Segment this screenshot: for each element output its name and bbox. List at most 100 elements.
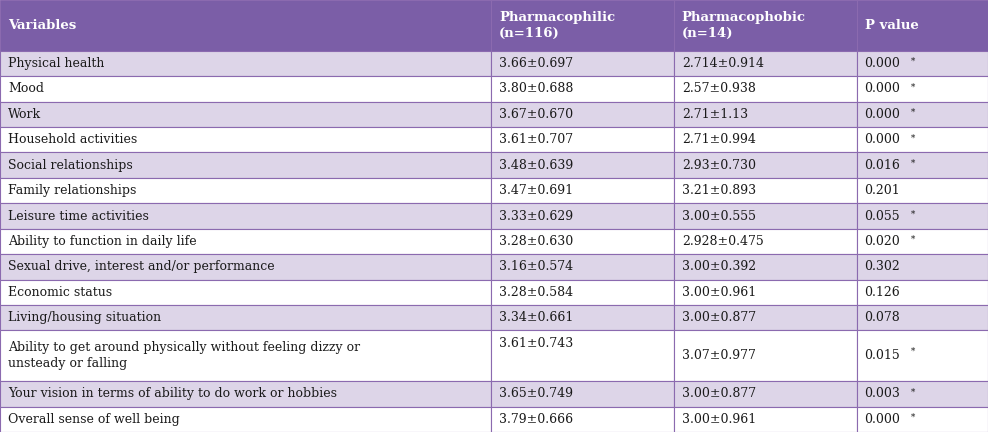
- Text: *: *: [911, 235, 915, 244]
- Bar: [674, 76, 857, 102]
- Text: Ability to get around physically without feeling dizzy or
unsteady or falling: Ability to get around physically without…: [8, 341, 360, 370]
- Text: 3.00±0.877: 3.00±0.877: [682, 311, 756, 324]
- Bar: [0, 152, 491, 178]
- Text: 3.65±0.749: 3.65±0.749: [499, 388, 573, 400]
- Bar: [857, 330, 988, 381]
- Bar: [491, 178, 674, 203]
- Bar: [857, 178, 988, 203]
- Bar: [674, 0, 857, 51]
- Bar: [0, 381, 491, 407]
- Text: 0.201: 0.201: [864, 184, 900, 197]
- Bar: [674, 178, 857, 203]
- Text: 3.34±0.661: 3.34±0.661: [499, 311, 573, 324]
- Text: 0.000: 0.000: [864, 108, 900, 121]
- Bar: [857, 0, 988, 51]
- Bar: [491, 102, 674, 127]
- Bar: [857, 102, 988, 127]
- Text: 3.16±0.574: 3.16±0.574: [499, 260, 573, 273]
- Bar: [0, 229, 491, 254]
- Text: *: *: [911, 133, 915, 142]
- Text: 0.000: 0.000: [864, 57, 900, 70]
- Text: *: *: [911, 83, 915, 92]
- Bar: [857, 51, 988, 76]
- Text: 0.000: 0.000: [864, 413, 900, 426]
- Text: 0.078: 0.078: [864, 311, 900, 324]
- Bar: [857, 203, 988, 229]
- Text: *: *: [911, 413, 915, 422]
- Text: 3.79±0.666: 3.79±0.666: [499, 413, 573, 426]
- Text: 2.93±0.730: 2.93±0.730: [682, 159, 756, 172]
- Bar: [674, 407, 857, 432]
- Bar: [0, 254, 491, 280]
- Bar: [0, 280, 491, 305]
- Bar: [491, 330, 674, 381]
- Text: 0.000: 0.000: [864, 108, 900, 121]
- Text: 3.48±0.639: 3.48±0.639: [499, 159, 573, 172]
- Text: Leisure time activities: Leisure time activities: [8, 210, 149, 222]
- Text: 0.020: 0.020: [864, 235, 900, 248]
- Bar: [674, 127, 857, 152]
- Text: 2.714±0.914: 2.714±0.914: [682, 57, 764, 70]
- Text: *: *: [911, 159, 915, 168]
- Bar: [491, 280, 674, 305]
- Bar: [491, 203, 674, 229]
- Text: 3.00±0.555: 3.00±0.555: [682, 210, 756, 222]
- Text: Living/housing situation: Living/housing situation: [8, 311, 161, 324]
- Bar: [0, 102, 491, 127]
- Bar: [491, 76, 674, 102]
- Text: *: *: [911, 347, 915, 356]
- Text: 3.28±0.630: 3.28±0.630: [499, 235, 573, 248]
- Bar: [857, 229, 988, 254]
- Text: *: *: [911, 388, 915, 396]
- Bar: [491, 305, 674, 330]
- Bar: [491, 127, 674, 152]
- Bar: [857, 381, 988, 407]
- Bar: [857, 407, 988, 432]
- Text: 0.003: 0.003: [864, 388, 900, 400]
- Text: 3.21±0.893: 3.21±0.893: [682, 184, 756, 197]
- Text: Overall sense of well being: Overall sense of well being: [8, 413, 180, 426]
- Text: Work: Work: [8, 108, 41, 121]
- Bar: [674, 152, 857, 178]
- Text: *: *: [911, 108, 915, 117]
- Bar: [674, 51, 857, 76]
- Bar: [857, 280, 988, 305]
- Text: 0.302: 0.302: [864, 260, 900, 273]
- Bar: [674, 381, 857, 407]
- Bar: [674, 305, 857, 330]
- Text: P value: P value: [864, 19, 918, 32]
- Text: 0.000: 0.000: [864, 83, 900, 95]
- Bar: [0, 330, 491, 381]
- Text: 0.016: 0.016: [864, 159, 900, 172]
- Bar: [0, 407, 491, 432]
- Text: 2.71±0.994: 2.71±0.994: [682, 133, 756, 146]
- Text: 3.61±0.707: 3.61±0.707: [499, 133, 573, 146]
- Text: 3.00±0.392: 3.00±0.392: [682, 260, 756, 273]
- Text: 0.016: 0.016: [864, 159, 900, 172]
- Text: Economic status: Economic status: [8, 286, 112, 299]
- Text: 3.00±0.877: 3.00±0.877: [682, 388, 756, 400]
- Text: Pharmacophilic
(n=116): Pharmacophilic (n=116): [499, 11, 616, 40]
- Text: 0.055: 0.055: [864, 210, 900, 222]
- Text: 3.66±0.697: 3.66±0.697: [499, 57, 573, 70]
- Bar: [0, 178, 491, 203]
- Text: 3.33±0.629: 3.33±0.629: [499, 210, 573, 222]
- Text: 2.928±0.475: 2.928±0.475: [682, 235, 764, 248]
- Bar: [674, 229, 857, 254]
- Bar: [674, 203, 857, 229]
- Bar: [0, 76, 491, 102]
- Text: Ability to function in daily life: Ability to function in daily life: [8, 235, 197, 248]
- Text: Your vision in terms of ability to do work or hobbies: Your vision in terms of ability to do wo…: [8, 388, 337, 400]
- Bar: [0, 203, 491, 229]
- Text: 2.71±1.13: 2.71±1.13: [682, 108, 748, 121]
- Bar: [674, 280, 857, 305]
- Text: 3.00±0.961: 3.00±0.961: [682, 413, 756, 426]
- Text: Sexual drive, interest and/or performance: Sexual drive, interest and/or performanc…: [8, 260, 275, 273]
- Text: Variables: Variables: [8, 19, 76, 32]
- Bar: [0, 51, 491, 76]
- Bar: [674, 254, 857, 280]
- Bar: [857, 127, 988, 152]
- Text: Mood: Mood: [8, 83, 43, 95]
- Text: 0.000: 0.000: [864, 413, 900, 426]
- Bar: [491, 229, 674, 254]
